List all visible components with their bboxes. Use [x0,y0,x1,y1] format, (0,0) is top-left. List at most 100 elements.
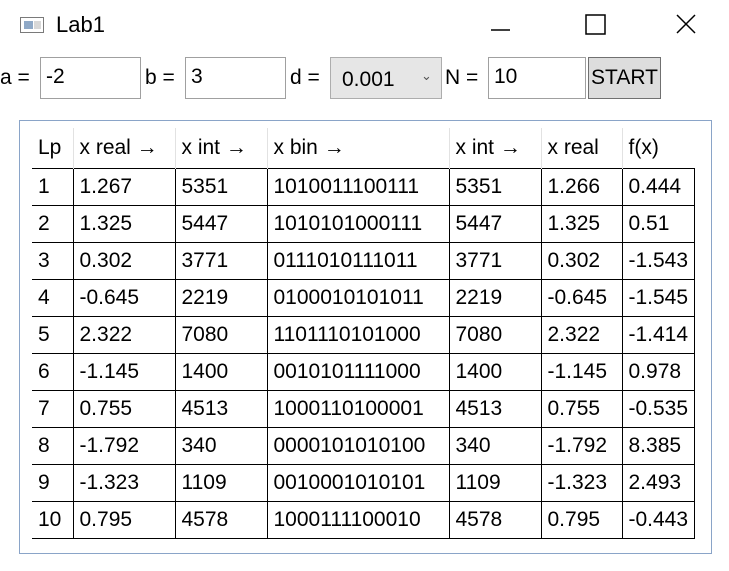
table-cell[interactable]: 3771 [448,242,542,280]
n-input[interactable]: 10 [488,57,586,99]
table-cell[interactable]: 0.302 [540,242,623,280]
table-cell[interactable]: 1.267 [72,168,176,206]
table-cell[interactable]: 0100010101011 [266,279,450,317]
b-input[interactable]: 3 [185,57,286,99]
app-window-icon [20,17,44,33]
results-grid[interactable]: Lp x real → x int → x bin → x int → x re… [19,120,712,554]
table-cell[interactable]: 4578 [448,501,542,539]
table-row[interactable]: 10 0.795 4578 1000111100010 4578 0.795 -0.443 [32,501,695,539]
table-cell[interactable]: -1.543 [621,242,695,280]
table-cell[interactable]: 1.266 [540,168,623,206]
table-cell[interactable]: 0.795 [72,501,176,539]
table-row[interactable]: 7 0.755 4513 1000110100001 4513 0.755 -0.535 [32,390,695,428]
table-cell[interactable]: 0010001010101 [266,464,450,502]
d-label: d = [290,66,320,89]
table-cell[interactable]: 6 [32,353,74,391]
table-cell[interactable]: 4513 [448,390,542,428]
table-cell[interactable]: 0000101010100 [266,427,450,465]
table-cell[interactable]: 1101110101000 [266,316,450,354]
table-cell[interactable]: 0.755 [72,390,176,428]
column-header-x-real[interactable]: x real → [72,128,175,169]
table-row[interactable]: 5 2.322 7080 1101110101000 7080 2.322 -1.414 [32,316,695,354]
maximize-button[interactable] [565,0,625,50]
column-header-x-int-decoded[interactable]: x int → [448,128,541,169]
table-cell[interactable]: 2.322 [540,316,623,354]
column-header-x-bin[interactable]: x bin → [266,128,449,169]
table-cell[interactable]: 2.493 [621,464,695,502]
table-cell[interactable]: -0.645 [72,279,176,317]
table-cell[interactable]: -1.545 [621,279,695,317]
column-header-fx[interactable]: f(x) [621,128,694,169]
table-cell[interactable]: 10 [32,501,74,539]
table-cell[interactable]: 5 [32,316,74,354]
table-cell[interactable]: -1.323 [72,464,176,502]
table-row[interactable]: 6 -1.145 1400 0010101111000 1400 -1.145 0.978 [32,353,695,391]
table-cell[interactable]: 0.444 [621,168,695,206]
a-input[interactable]: -2 [40,57,141,99]
table-cell[interactable]: 1 [32,168,74,206]
table-cell[interactable]: -1.145 [72,353,176,391]
table-cell[interactable]: -1.792 [540,427,623,465]
table-row[interactable]: 3 0.302 3771 0111010111011 3771 0.302 -1.543 [32,242,695,280]
table-cell[interactable]: 0.795 [540,501,623,539]
table-row[interactable]: 1 1.267 5351 1010011100111 5351 1.266 0.444 [32,168,695,206]
table-cell[interactable]: 1.325 [72,205,176,243]
table-cell[interactable]: -1.323 [540,464,623,502]
table-cell[interactable]: -1.414 [621,316,695,354]
table-cell[interactable]: 1400 [174,353,268,391]
table-cell[interactable]: 5447 [174,205,268,243]
table-cell[interactable]: 1109 [448,464,542,502]
table-row[interactable]: 8 -1.792 340 0000101010100 340 -1.792 8.385 [32,427,695,465]
close-button[interactable] [655,0,715,50]
table-cell[interactable]: 7080 [174,316,268,354]
table-cell[interactable]: 7080 [448,316,542,354]
table-cell[interactable]: 9 [32,464,74,502]
table-cell[interactable]: -1.792 [72,427,176,465]
minimize-button[interactable] [470,0,530,50]
title-bar: Lab1 [0,0,729,50]
table-cell[interactable]: 3 [32,242,74,280]
table-row[interactable]: 4 -0.645 2219 0100010101011 2219 -0.645 -1.545 [32,279,695,317]
column-header-x-int[interactable]: x int → [174,128,267,169]
column-header-lp[interactable]: Lp [38,136,62,159]
table-row[interactable]: 9 -1.323 1109 0010001010101 1109 -1.323 2.493 [32,464,695,502]
table-cell[interactable]: 0111010111011 [266,242,450,280]
table-cell[interactable]: 2.322 [72,316,176,354]
table-cell[interactable]: 3771 [174,242,268,280]
d-select[interactable]: 0.001 ⌄ [330,57,442,99]
table-cell[interactable]: -1.145 [540,353,623,391]
table-cell[interactable]: 0.302 [72,242,176,280]
table-cell[interactable]: 1010101000111 [266,205,450,243]
table-cell[interactable]: 1109 [174,464,268,502]
table-cell[interactable]: 7 [32,390,74,428]
table-cell[interactable]: 5351 [448,168,542,206]
column-header-x-real-decoded[interactable]: x real [540,128,622,169]
table-cell[interactable]: 5447 [448,205,542,243]
n-label: N = [445,66,479,89]
table-cell[interactable]: 2219 [448,279,542,317]
start-button[interactable]: START [588,57,661,99]
table-cell[interactable]: -0.535 [621,390,695,428]
table-cell[interactable]: 0.51 [621,205,695,243]
table-cell[interactable]: 8.385 [621,427,695,465]
table-row[interactable]: 2 1.325 5447 1010101000111 5447 1.325 0.51 [32,205,695,243]
table-cell[interactable]: 340 [174,427,268,465]
table-cell[interactable]: 1010011100111 [266,168,450,206]
table-cell[interactable]: 340 [448,427,542,465]
table-cell[interactable]: 2 [32,205,74,243]
table-cell[interactable]: 1000110100001 [266,390,450,428]
table-cell[interactable]: 0.978 [621,353,695,391]
table-cell[interactable]: -0.645 [540,279,623,317]
table-cell[interactable]: 0.755 [540,390,623,428]
table-cell[interactable]: 4513 [174,390,268,428]
table-cell[interactable]: 5351 [174,168,268,206]
table-cell[interactable]: 0010101111000 [266,353,450,391]
table-cell[interactable]: 8 [32,427,74,465]
table-cell[interactable]: 2219 [174,279,268,317]
table-cell[interactable]: 4 [32,279,74,317]
table-cell[interactable]: 1.325 [540,205,623,243]
table-cell[interactable]: -0.443 [621,501,695,539]
table-cell[interactable]: 1000111100010 [266,501,450,539]
table-cell[interactable]: 1400 [448,353,542,391]
table-cell[interactable]: 4578 [174,501,268,539]
